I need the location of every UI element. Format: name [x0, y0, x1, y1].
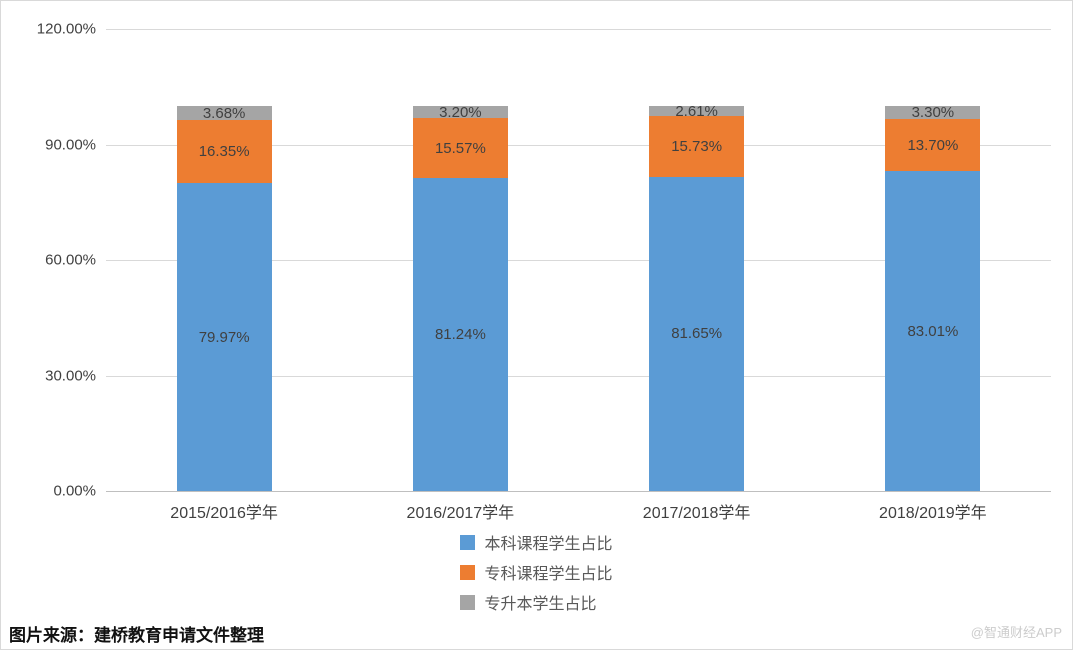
gridline [106, 144, 1051, 146]
y-tick-label: 30.00% [45, 367, 96, 384]
data-label: 13.70% [907, 136, 959, 154]
bar-segment: 81.65% [649, 176, 745, 491]
data-label: 79.97% [198, 328, 250, 346]
legend-label: 本科课程学生占比 [484, 536, 613, 553]
bar-column: 81.24% 15.57% 3.20% [342, 29, 578, 491]
gridline [106, 260, 1051, 261]
legend: 本科课程学生占比 专科课程学生占比 专升本学生占比 [460, 527, 613, 617]
bar-column: 79.97% 16.35% 3.68% [106, 29, 342, 491]
y-axis: 0.00% 30.00% 60.00% 90.00% 120.00% [1, 21, 96, 500]
plot-area: 79.97% 16.35% 3.68% 81.24% 15.57% 3.20% 81.65%… [106, 29, 1051, 492]
data-label: 15.57% [434, 139, 486, 157]
legend-label: 专升本学生占比 [484, 596, 597, 613]
legend-swatch-icon [460, 594, 476, 610]
data-label: 83.01% [907, 322, 959, 340]
bar-column: 81.65% 15.73% 2.61% [579, 29, 815, 491]
data-label: 3.30% [911, 103, 955, 121]
y-tick-label: 90.00% [45, 136, 96, 153]
y-tick-label: 60.00% [45, 251, 96, 269]
data-label: 81.24% [434, 326, 486, 344]
legend-item: 专升本学生占比 [460, 587, 612, 617]
stacked-bar: 81.65% 15.73% 2.61% [649, 29, 745, 491]
x-axis-line [106, 491, 1051, 492]
bar-segment: 15.57% [412, 118, 508, 179]
bar-segment: 81.24% [412, 178, 508, 491]
data-label: 15.73% [671, 137, 723, 155]
legend-item: 本科课程学生占比 [460, 527, 613, 557]
gridline [106, 375, 1051, 377]
bar-segment: 15.73% [649, 116, 745, 177]
y-tick-label: 0.00% [53, 482, 96, 500]
bar-segment: 79.97% [176, 183, 272, 491]
bar-segment: 3.68% [176, 104, 272, 122]
data-label: 3.20% [439, 103, 482, 121]
source-caption: 图片来源：建桥教育申请文件整理 [9, 626, 264, 645]
bar-segment: 13.70% [885, 118, 981, 172]
stacked-bar: 81.24% 15.57% 3.20% [412, 29, 508, 491]
legend-item: 专科课程学生占比 [460, 557, 613, 587]
data-label: 3.68% [202, 104, 246, 122]
legend-wrap: 本科课程学生占比 专科课程学生占比 专升本学生占比 [1, 527, 1072, 617]
watermark: @智通财经APP [970, 625, 1062, 640]
data-label: 81.65% [671, 325, 723, 343]
bar-segment: 2.61% [649, 104, 745, 119]
bar-segment: 3.20% [412, 103, 508, 121]
x-category-label: 2015/2016学年 [170, 505, 278, 522]
legend-swatch-icon [460, 534, 476, 550]
stacked-bar: 83.01% 13.70% 3.30% [885, 29, 981, 491]
legend-label: 专科课程学生占比 [484, 566, 613, 583]
x-category-label: 2016/2017学年 [406, 505, 515, 522]
gridline [106, 29, 1051, 30]
x-axis: 2015/2016学年 2016/2017学年 2017/2018学年 2018/20… [106, 499, 1051, 523]
bar-columns: 79.97% 16.35% 3.68% 81.24% 15.57% 3.20% 81.65%… [106, 29, 1051, 491]
bar-segment: 83.01% [885, 171, 981, 491]
x-category-label: 2018/2019学年 [879, 505, 987, 522]
legend-swatch-icon [460, 564, 476, 580]
x-category-label: 2017/2018学年 [642, 505, 751, 522]
bar-segment: 3.30% [885, 103, 981, 121]
y-tick-label: 120.00% [36, 20, 96, 38]
stacked-bar: 79.97% 16.35% 3.68% [176, 29, 272, 491]
bar-column: 83.01% 13.70% 3.30% [815, 29, 1051, 491]
bar-segment: 16.35% [176, 120, 272, 184]
data-label: 16.35% [198, 143, 250, 161]
